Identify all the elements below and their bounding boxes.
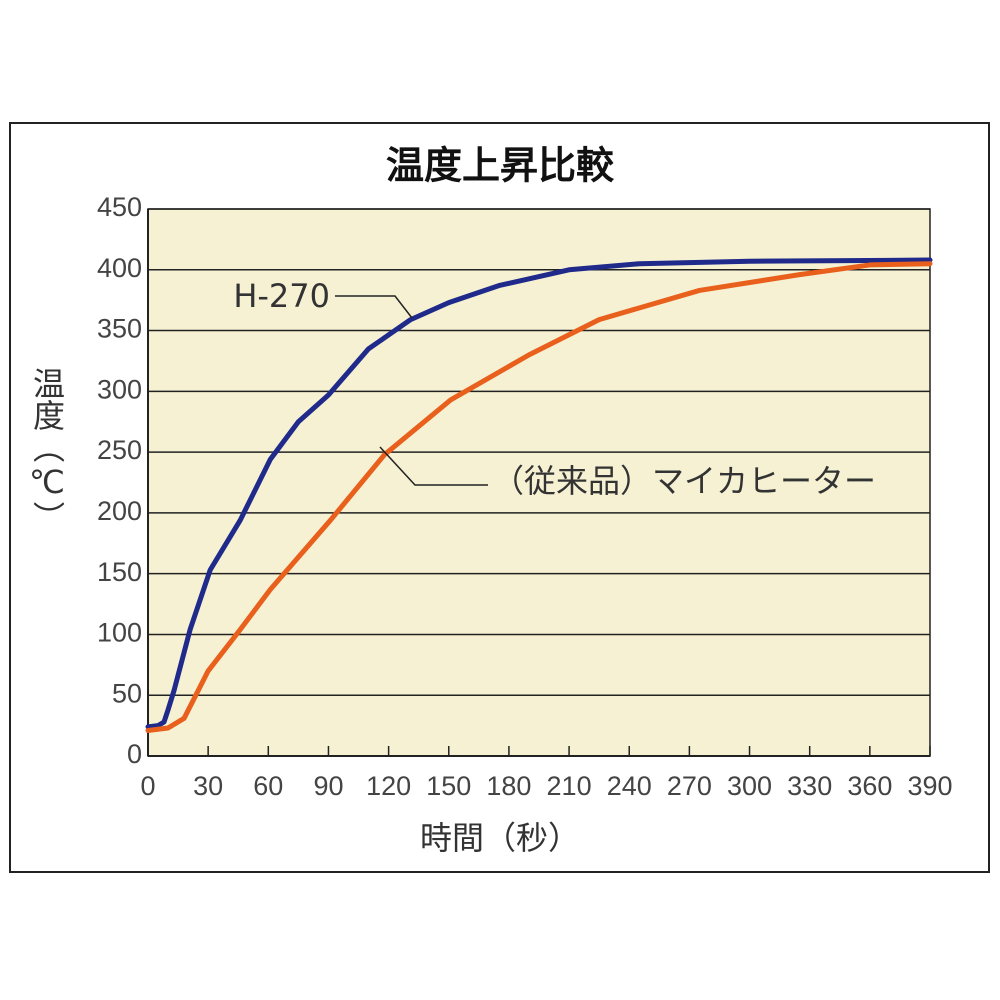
x-tick-label: 300 xyxy=(727,771,772,801)
y-tick-label: 0 xyxy=(127,739,142,769)
series-label: H-270 xyxy=(233,277,330,315)
leader-line xyxy=(335,295,413,319)
leader-line xyxy=(379,446,488,486)
y-tick-label: 50 xyxy=(112,678,142,708)
y-tick-label: 200 xyxy=(97,496,142,526)
plot-area xyxy=(147,208,931,757)
x-tick-label: 150 xyxy=(426,771,471,801)
x-tick-label: 360 xyxy=(847,771,892,801)
x-tick-label: 120 xyxy=(366,771,411,801)
x-tick-label: 390 xyxy=(907,771,952,801)
x-tick-label: 90 xyxy=(313,771,343,801)
y-tick-label: 450 xyxy=(97,192,142,222)
x-tick-label: 30 xyxy=(193,771,223,801)
x-tick-label: 210 xyxy=(547,771,592,801)
y-axis-label: 温度（℃） xyxy=(28,367,66,533)
chart-title: 温度上昇比較 xyxy=(386,144,615,188)
y-tick-label: 250 xyxy=(97,435,142,465)
x-tick-label: 330 xyxy=(787,771,832,801)
y-tick-label: 300 xyxy=(97,374,142,404)
x-axis-label: 時間（秒） xyxy=(420,819,580,857)
y-tick-label: 150 xyxy=(97,557,142,587)
x-tick-label: 240 xyxy=(607,771,652,801)
x-tick-label: 0 xyxy=(140,771,155,801)
y-tick-label: 400 xyxy=(97,253,142,283)
y-tick-label: 350 xyxy=(97,314,142,344)
series-line xyxy=(145,257,933,730)
y-tick-label: 100 xyxy=(97,618,142,648)
x-tick-label: 270 xyxy=(667,771,712,801)
series-label: （従来品）マイカヒーター xyxy=(492,462,876,500)
x-tick-label: 60 xyxy=(253,771,283,801)
x-tick-label: 180 xyxy=(486,771,531,801)
series-line xyxy=(145,261,933,733)
